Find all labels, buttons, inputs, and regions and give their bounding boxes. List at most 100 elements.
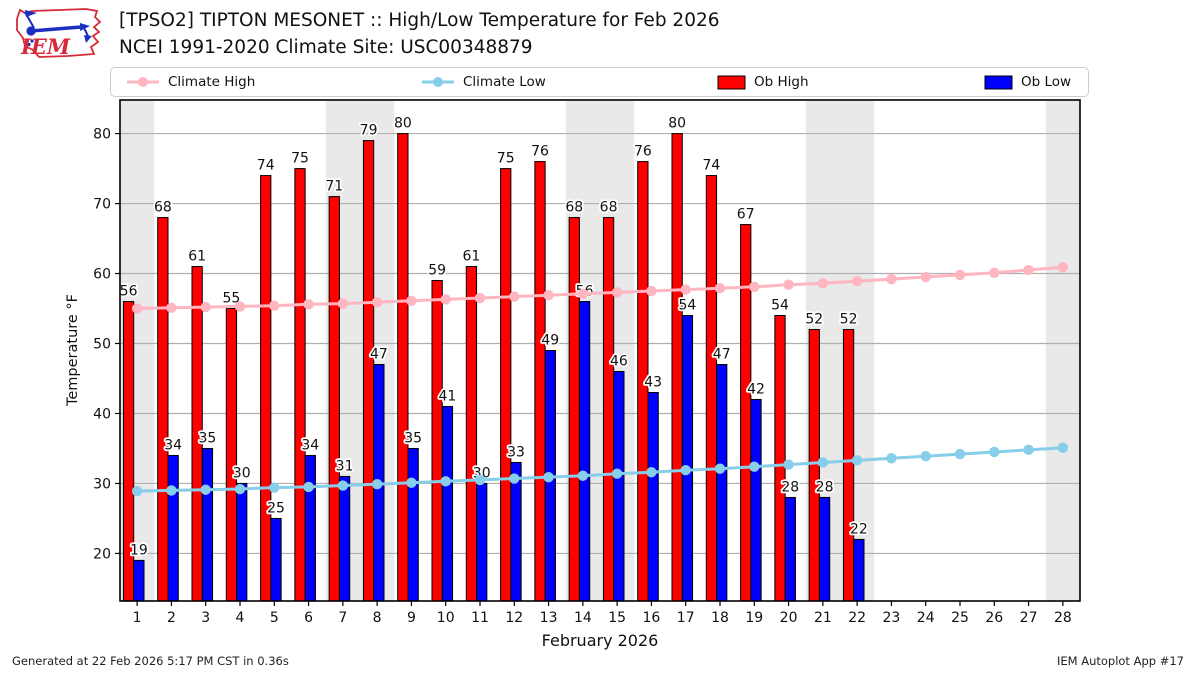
- legend: Climate High Climate Low Ob High Ob Low: [110, 67, 1089, 97]
- x-axis-label: February 2026: [542, 631, 659, 650]
- climate-high-marker: [474, 292, 486, 304]
- climate-high-marker: [989, 267, 1000, 279]
- climate-low-line: [137, 446, 1063, 493]
- ob-low-value-label: 47: [370, 346, 388, 362]
- iem-logo-text: IEM: [20, 34, 71, 59]
- x-tick-label: 20: [780, 610, 798, 626]
- climate-low-marker: [783, 459, 794, 470]
- x-tick-label: 13: [540, 610, 558, 626]
- x-tick-label: 12: [505, 610, 523, 626]
- ob-high-bar: [328, 196, 340, 602]
- ob-high-value-label: 68: [565, 200, 583, 216]
- x-tick-label: 1: [133, 610, 142, 626]
- ob-high-bar: [602, 217, 615, 602]
- x-tick-label: 25: [951, 610, 969, 626]
- climate-high-marker: [337, 298, 349, 309]
- ob-high-bar: [808, 329, 820, 602]
- ob-low-bar: [818, 496, 831, 602]
- climate-low-marker: [371, 478, 383, 490]
- ob-high-value-label: 56: [120, 284, 138, 300]
- climate-low-marker: [303, 481, 314, 493]
- legend-label: Ob High: [754, 74, 809, 90]
- ob-low-bar: [338, 475, 351, 602]
- ob-high-value-label: 80: [394, 116, 412, 132]
- x-tick-label: 18: [711, 610, 729, 626]
- climate-high-marker: [851, 276, 863, 287]
- ob-high-bar: [740, 224, 752, 602]
- climate-high-marker: [406, 295, 417, 307]
- x-tick-label: 15: [608, 610, 626, 626]
- ob-low-value-label: 43: [644, 374, 662, 390]
- ob-high-bar: [465, 266, 478, 602]
- ob-low-bar: [578, 301, 591, 602]
- ob-low-value-label: 41: [439, 388, 457, 404]
- x-tick-label: 11: [471, 610, 489, 626]
- y-tick-label: 20: [93, 546, 111, 562]
- iem-logo: IEM: [16, 8, 102, 59]
- ob-low-value-label: 47: [713, 346, 731, 362]
- ob-low-value-label: 33: [507, 444, 525, 460]
- ob-low-value-label: 28: [781, 479, 799, 495]
- legend-label: Ob Low: [1021, 74, 1072, 90]
- ob-high-value-label: 52: [840, 312, 858, 328]
- climate-low-marker: [1057, 442, 1069, 453]
- x-tick-label: 9: [407, 610, 416, 626]
- climate-high-marker: [440, 294, 451, 305]
- x-tick-label: 24: [917, 610, 935, 626]
- ob-high-bar: [431, 280, 443, 602]
- y-tick-label: 40: [93, 406, 111, 422]
- climate-high-marker: [611, 287, 623, 298]
- ob-low-bar: [201, 447, 214, 602]
- footer-app-text: IEM Autoplot App #17: [1056, 654, 1184, 668]
- ob-high-bar: [225, 308, 238, 602]
- climate-high-marker: [680, 284, 691, 295]
- x-tick-label: 2: [167, 610, 176, 626]
- ob-low-bar: [304, 454, 316, 602]
- footer-generated-text: Generated at 22 Feb 2026 5:17 PM CST in …: [12, 654, 289, 668]
- climate-low-marker: [920, 450, 931, 462]
- climate-low-marker: [131, 485, 143, 497]
- climate-high-marker: [200, 301, 211, 313]
- legend-label: Climate High: [168, 74, 256, 90]
- x-tick-label: 4: [236, 610, 245, 626]
- climate-low-marker: [543, 471, 554, 483]
- ob-high-value-label: 68: [600, 200, 618, 216]
- ob-low-bar: [784, 496, 796, 602]
- y-tick-label: 80: [93, 127, 111, 143]
- legend-label: Climate Low: [463, 74, 546, 90]
- ob-high-bar: [534, 161, 546, 602]
- climate-low-marker: [509, 473, 520, 484]
- ob-low-value-label: 46: [610, 353, 628, 369]
- ob-high-value-label: 71: [325, 179, 343, 195]
- page-title: [TPSO2] TIPTON MESONET :: High/Low Tempe…: [119, 7, 720, 61]
- climate-high-marker: [234, 301, 246, 312]
- y-tick-label: 50: [93, 337, 111, 353]
- ob-low-bar: [613, 370, 625, 602]
- climate-low-marker: [406, 477, 417, 488]
- ob-low-bar: [407, 447, 419, 602]
- climate-low-marker: [166, 485, 177, 496]
- ob-high-value-label: 75: [291, 151, 309, 167]
- ob-high-bar: [705, 175, 718, 602]
- ob-low-value-label: 35: [199, 430, 217, 446]
- x-tick-label: 16: [643, 610, 661, 626]
- ob-high-value-label: 61: [188, 249, 206, 265]
- climate-low-marker: [954, 448, 966, 460]
- climate-high-marker: [646, 285, 657, 297]
- climate-low-marker: [611, 468, 623, 479]
- ob-high-bar: [294, 168, 306, 602]
- ob-high-bar: [671, 133, 683, 602]
- legend-item-ob-high: Ob High: [717, 68, 809, 96]
- ob-low-bar: [167, 454, 179, 602]
- ob-high-value-label: 67: [737, 207, 755, 223]
- x-tick-label: 6: [304, 610, 313, 626]
- ob-high-value-label: 74: [703, 158, 721, 174]
- ob-low-bar: [476, 482, 488, 602]
- climate-low-marker: [749, 461, 760, 472]
- ob-low-bar: [270, 517, 282, 602]
- ob-high-value-label: 79: [360, 123, 378, 139]
- ob-low-bar: [647, 391, 659, 602]
- climate-low-marker: [200, 484, 211, 495]
